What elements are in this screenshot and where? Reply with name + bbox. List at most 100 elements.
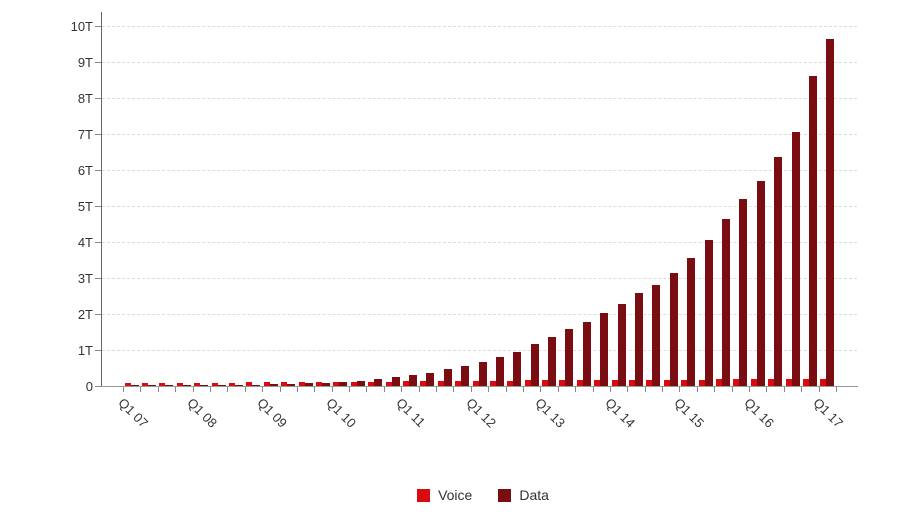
data-bar[interactable]: [148, 385, 157, 386]
data-bar[interactable]: [426, 373, 435, 386]
voice-bar[interactable]: [698, 380, 705, 386]
y-axis-label: 8T: [77, 91, 93, 106]
data-bar[interactable]: [565, 329, 574, 386]
data-bar[interactable]: [461, 366, 470, 386]
voice-bar[interactable]: [194, 383, 201, 386]
data-bar[interactable]: [721, 219, 730, 386]
voice-bar[interactable]: [472, 381, 479, 386]
voice-bar[interactable]: [715, 379, 722, 386]
bar-group: [732, 26, 749, 386]
bar-pair: [229, 383, 244, 386]
data-bar[interactable]: [687, 258, 696, 386]
bar-pair: [594, 313, 609, 386]
voice-bar[interactable]: [663, 380, 670, 386]
bar-pair: [489, 357, 504, 386]
data-bar[interactable]: [530, 344, 539, 386]
voice-bar[interactable]: [455, 381, 462, 386]
legend-item-data[interactable]: Data: [498, 487, 549, 503]
data-bar[interactable]: [756, 181, 765, 386]
voice-bar[interactable]: [263, 382, 270, 386]
voice-bar[interactable]: [559, 380, 566, 386]
voice-bar[interactable]: [368, 382, 375, 386]
voice-bar[interactable]: [124, 383, 131, 386]
x-axis-line: [101, 386, 858, 387]
voice-bar[interactable]: [785, 379, 792, 386]
data-bar[interactable]: [321, 383, 330, 386]
data-bar[interactable]: [200, 385, 209, 386]
voice-bar[interactable]: [576, 380, 583, 386]
voice-bar[interactable]: [681, 380, 688, 386]
data-bar[interactable]: [582, 322, 591, 386]
voice-bar[interactable]: [768, 379, 775, 386]
voice-bar[interactable]: [733, 379, 740, 386]
data-bar[interactable]: [165, 385, 174, 386]
data-bar[interactable]: [774, 157, 783, 386]
voice-bar[interactable]: [159, 383, 166, 386]
data-bar[interactable]: [635, 293, 644, 386]
voice-bar[interactable]: [542, 380, 549, 386]
data-bar[interactable]: [217, 385, 226, 386]
data-bar[interactable]: [739, 199, 748, 386]
voice-bar[interactable]: [350, 382, 357, 386]
voice-bar[interactable]: [437, 381, 444, 386]
data-bar[interactable]: [495, 357, 504, 386]
bar-pair: [733, 199, 748, 386]
voice-bar[interactable]: [281, 382, 288, 386]
voice-bar[interactable]: [750, 379, 757, 386]
data-bar[interactable]: [408, 375, 417, 386]
voice-bar[interactable]: [176, 383, 183, 386]
data-bar[interactable]: [130, 385, 139, 386]
data-bar[interactable]: [391, 377, 400, 386]
x-tick: [557, 387, 559, 392]
voice-bar[interactable]: [402, 381, 409, 386]
voice-bar[interactable]: [142, 383, 149, 386]
bar-pair: [576, 322, 591, 386]
data-bar[interactable]: [252, 385, 261, 386]
voice-bar[interactable]: [646, 380, 653, 386]
data-bar[interactable]: [826, 39, 835, 386]
voice-bar[interactable]: [820, 379, 827, 386]
data-bar[interactable]: [339, 382, 348, 386]
voice-bar[interactable]: [629, 380, 636, 386]
voice-bar[interactable]: [229, 383, 236, 386]
data-bar[interactable]: [182, 385, 191, 386]
voice-bar[interactable]: [385, 382, 392, 386]
y-axis-label: 6T: [77, 163, 93, 178]
data-bar[interactable]: [669, 273, 678, 386]
x-tick: [209, 387, 211, 392]
data-bar[interactable]: [704, 240, 713, 386]
voice-bar[interactable]: [420, 381, 427, 386]
bar-group: [540, 26, 557, 386]
data-bar[interactable]: [304, 383, 313, 386]
voice-bar[interactable]: [333, 382, 340, 386]
voice-bar[interactable]: [524, 380, 531, 386]
data-bar[interactable]: [374, 379, 383, 386]
voice-bar[interactable]: [211, 383, 218, 386]
voice-bar[interactable]: [802, 379, 809, 386]
data-bar[interactable]: [235, 385, 244, 386]
data-bar[interactable]: [513, 352, 522, 386]
x-tick: [696, 387, 698, 392]
data-bar[interactable]: [356, 381, 365, 386]
data-bar[interactable]: [548, 337, 557, 386]
voice-bar[interactable]: [489, 381, 496, 386]
bar-group: [523, 26, 540, 386]
data-bar[interactable]: [478, 362, 487, 386]
voice-bar[interactable]: [298, 382, 305, 386]
data-bar[interactable]: [652, 285, 661, 386]
bar-group: [227, 26, 244, 386]
data-bar[interactable]: [443, 369, 452, 386]
data-bar[interactable]: [791, 132, 800, 386]
voice-bar[interactable]: [246, 382, 253, 386]
data-bar[interactable]: [617, 304, 626, 386]
x-tick: [836, 387, 837, 392]
voice-bar[interactable]: [315, 382, 322, 386]
data-bar[interactable]: [287, 384, 296, 386]
voice-bar[interactable]: [611, 380, 618, 386]
data-bar[interactable]: [808, 76, 817, 386]
voice-bar[interactable]: [507, 381, 514, 386]
voice-bar[interactable]: [594, 380, 601, 386]
data-bar[interactable]: [269, 384, 278, 386]
legend-item-voice[interactable]: Voice: [417, 487, 472, 503]
data-bar[interactable]: [600, 313, 609, 386]
